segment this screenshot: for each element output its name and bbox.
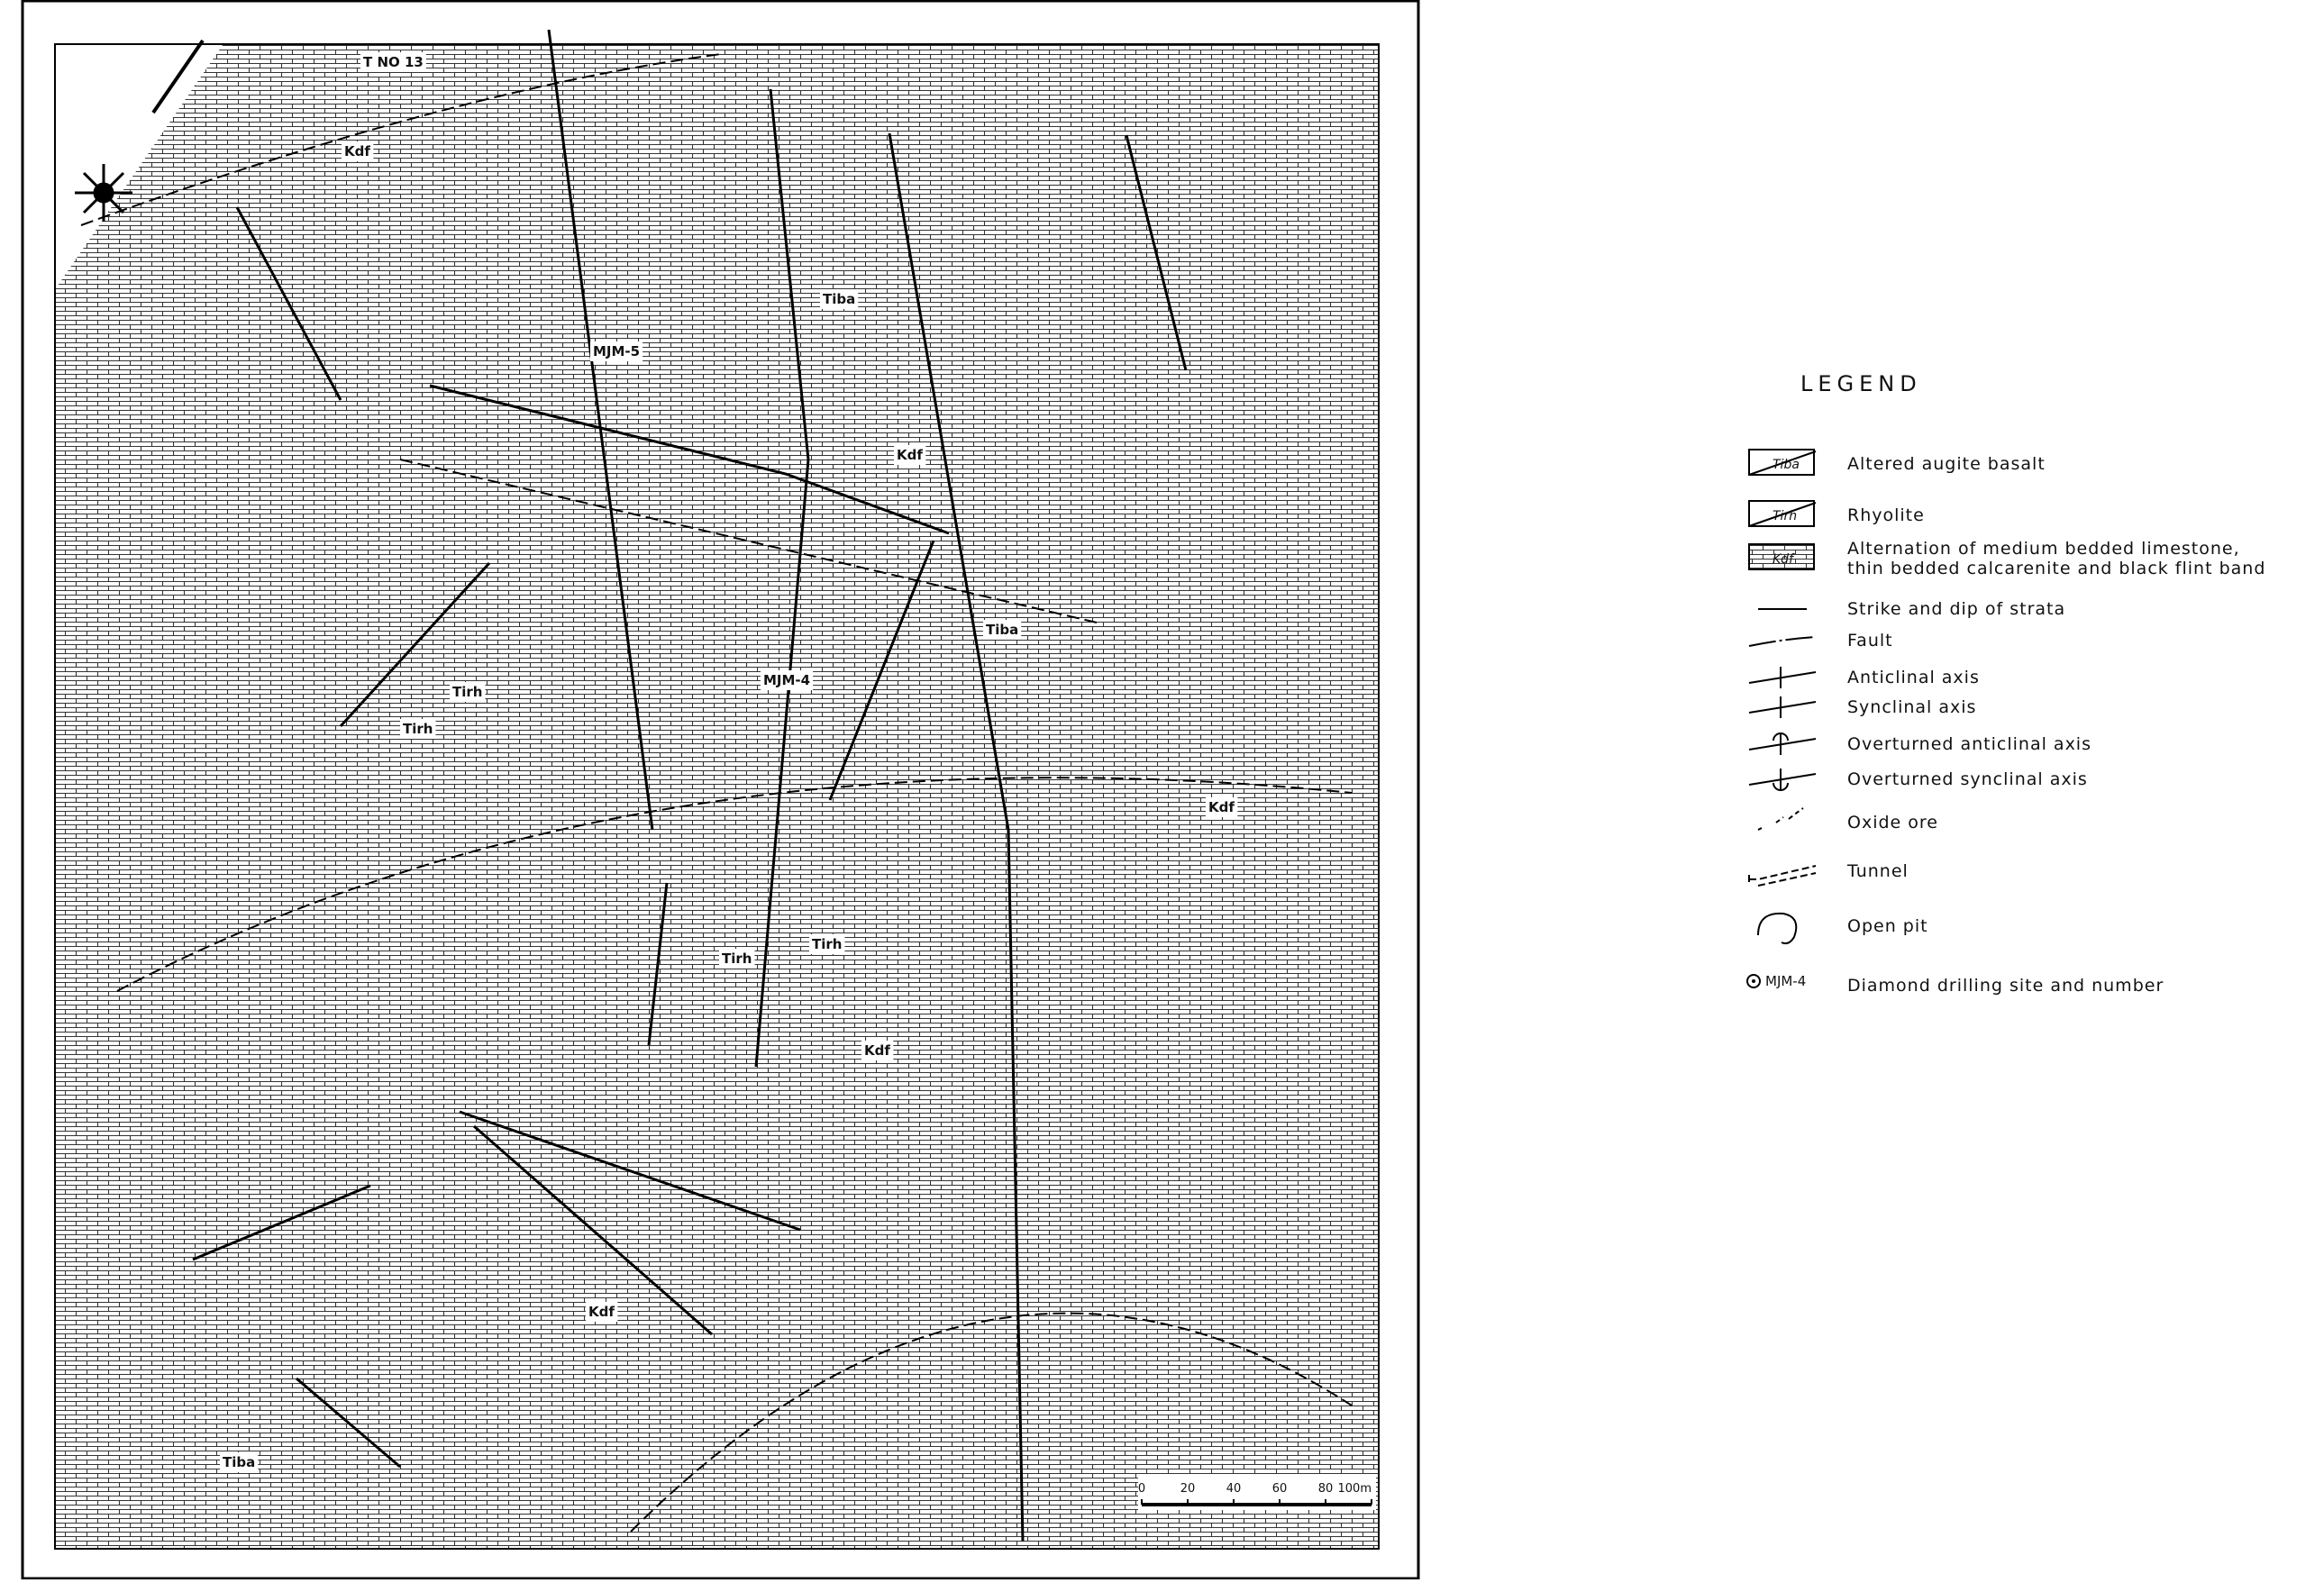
map-label: MJM-4 [763,672,810,688]
scale-label: 20 [1180,1482,1196,1496]
geological-map-page: T NO 13 MJM-5 Kdf Tiba Kdf Tiba MJM-4 Tirh Tirh K… [0,0,2324,1579]
legend-symbol [1749,866,1816,886]
legend-text: Strike and dip of strata [1847,599,2065,619]
legend-symbol-label: Tiba [1773,458,1800,472]
legend-text: Oxide ore [1847,813,1938,832]
legend-symbol [1749,637,1816,646]
legend-text: thin bedded calcarenite and black flint … [1847,559,2265,578]
compass-center [95,184,113,202]
legend-text: Tunnel [1846,861,1909,881]
map-label: Kdf [344,143,370,159]
legend-text: Fault [1847,631,1893,650]
scale-label: 60 [1272,1482,1288,1496]
legend-title: LEGEND [1800,371,1922,396]
scale-label: 40 [1226,1482,1242,1496]
legend-text: Anticlinal axis [1847,668,1980,687]
map-label: Tirh [812,936,842,952]
legend-symbol [1749,739,1816,750]
legend-text: Overturned synclinal axis [1847,769,2088,789]
legend-text: Synclinal axis [1847,697,1976,717]
legend-symbol-label: MJM-4 [1765,973,1806,989]
legend-text: Open pit [1847,916,1928,936]
map-label: T NO 13 [363,54,424,70]
scale-label: 80 [1318,1482,1334,1496]
legend-symbol [1758,808,1803,830]
legend-text: Altered augite basalt [1847,454,2046,474]
map-label: Tirh [722,951,752,967]
limestone-pattern [55,44,1379,1549]
map-label: MJM-5 [593,343,640,359]
map-label: Tiba [223,1454,255,1470]
legend-symbol-label: Kdf [1773,552,1795,567]
legend-text: Alternation of medium bedded limestone, [1847,539,2240,559]
map-label: Tiba [986,622,1018,638]
map-label: Tirh [452,684,482,700]
map-label: Kdf [864,1042,890,1059]
map-label: Kdf [897,447,923,463]
legend-symbol [1749,672,1816,683]
legend: LEGEND Tiba Altered augite basalt Tirh Rhyo… [1747,371,2265,996]
map-label: Tiba [823,291,855,307]
scale-label: 0 [1138,1482,1145,1496]
legend-text: Rhyolite [1847,505,1925,525]
legend-symbol [1749,702,1816,713]
map-label: Kdf [1208,799,1235,815]
map-label: Kdf [588,1304,615,1320]
scale-label: 100m [1338,1482,1372,1496]
legend-symbol [1758,914,1796,943]
legend-symbol [1749,774,1816,785]
map-label: Tirh [403,721,433,737]
legend-symbol-label: Tirh [1773,509,1797,523]
map: T NO 13 MJM-5 Kdf Tiba Kdf Tiba MJM-4 Tirh Tirh K… [23,1,1418,1578]
scale-bar: 0 20 40 60 80 100m [1138,1474,1376,1510]
legend-text: Overturned anticlinal axis [1847,734,2092,754]
legend-symbol [1752,979,1755,983]
legend-text: Diamond drilling site and number [1847,976,2164,996]
